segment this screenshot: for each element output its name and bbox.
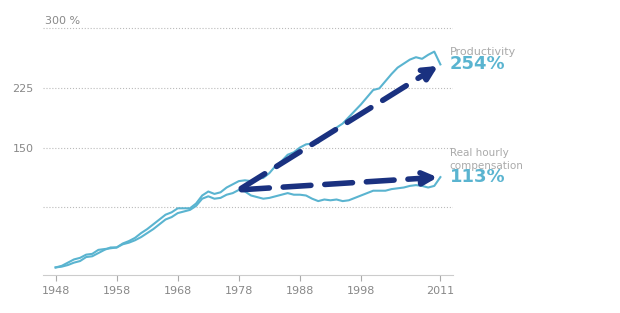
Text: Productivity: Productivity (450, 47, 516, 57)
Text: Real hourly
compensation: Real hourly compensation (450, 148, 523, 171)
Text: 113%: 113% (450, 168, 505, 186)
Text: 300 %: 300 % (45, 16, 81, 26)
Text: 254%: 254% (450, 55, 505, 74)
